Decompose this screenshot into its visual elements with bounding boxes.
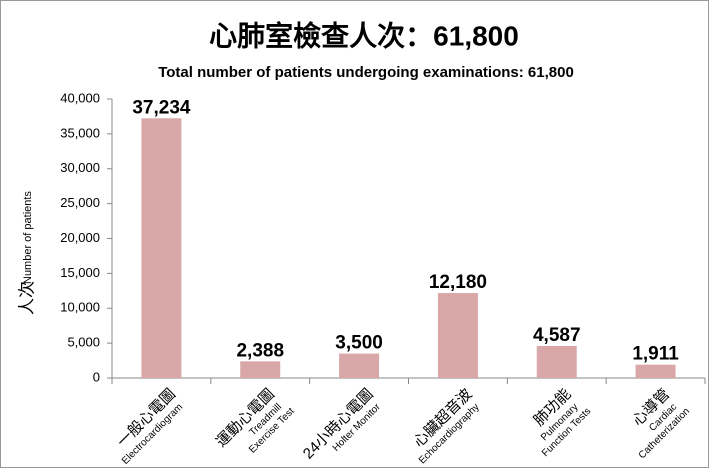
chart-subtitle: Total number of patients undergoing exam…: [158, 64, 574, 81]
bar: [437, 293, 478, 378]
value-label: 2,388: [236, 340, 284, 361]
y-tick-label: 40,000: [60, 90, 100, 105]
y-tick-label: 0: [93, 369, 100, 384]
y-tick-label: 10,000: [60, 300, 100, 315]
y-tick-label: 35,000: [60, 125, 100, 140]
value-label: 37,234: [132, 97, 191, 118]
value-label: 4,587: [533, 325, 581, 346]
y-tick-label: 25,000: [60, 195, 100, 210]
value-label: 3,500: [335, 333, 383, 354]
y-label-zh: 人次: [17, 281, 36, 315]
bar: [635, 364, 676, 378]
value-label: 12,180: [429, 272, 487, 293]
bar: [339, 353, 380, 378]
chart-title: 心肺室檢查人次：61,800: [209, 19, 519, 51]
y-tick-label: 30,000: [60, 160, 100, 175]
y-axis-label: 人次 Number of patients: [17, 191, 36, 315]
y-tick-label: 20,000: [60, 230, 100, 245]
bar: [536, 346, 577, 378]
y-label-en: Number of patients: [22, 191, 34, 284]
bar: [240, 361, 281, 378]
value-label: 1,911: [632, 344, 679, 365]
bar: [141, 118, 182, 378]
y-tick-label: 15,000: [60, 265, 100, 280]
y-tick-label: 5,000: [67, 335, 100, 350]
